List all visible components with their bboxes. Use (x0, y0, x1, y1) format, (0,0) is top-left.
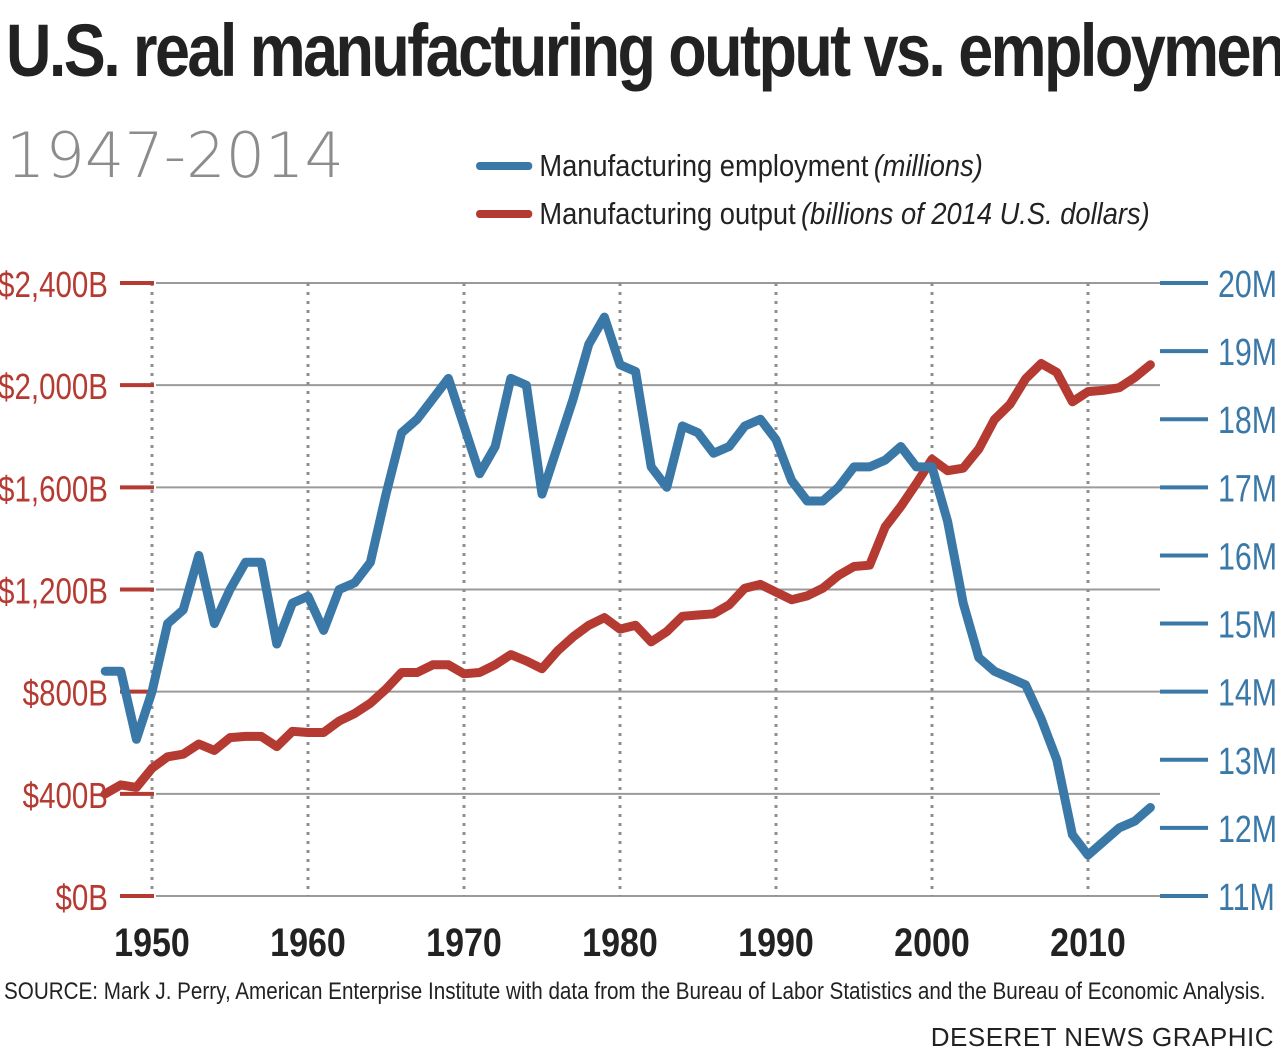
legend-item-employment: Manufacturing employment (millions) (476, 142, 1150, 190)
series-line-output (100, 359, 1155, 799)
legend-swatch-employment (476, 162, 533, 170)
left-axis-tick-label: $0B (55, 877, 108, 917)
right-axis-tick-label: 18M (1218, 400, 1277, 442)
left-axis-tick-label: $2,400B (0, 264, 108, 304)
right-axis-tick-label: 20M (1218, 264, 1277, 306)
series-line-employment (100, 312, 1155, 860)
right-axis-tick-label: 19M (1218, 332, 1277, 374)
left-axis-tick-label: $1,600B (0, 469, 108, 509)
legend: Manufacturing employment (millions) Manu… (476, 142, 1242, 238)
x-axis-tick-label: 1980 (582, 919, 658, 964)
x-axis-tick-label: 1990 (738, 919, 814, 964)
left-axis-tick-label: $1,200B (0, 571, 108, 611)
x-axis-tick-label: 2010 (1050, 919, 1126, 964)
legend-label-employment: Manufacturing employment (539, 148, 869, 183)
legend-unit-employment: (millions) (873, 148, 983, 183)
legend-item-output: Manufacturing output (billions of 2014 U… (476, 190, 1150, 238)
right-axis-tick-label: 17M (1218, 468, 1277, 510)
legend-swatch-output (476, 210, 533, 218)
legend-label-output: Manufacturing output (539, 196, 796, 231)
x-axis-tick-label: 1970 (426, 919, 502, 964)
graphic-credit: DESERET NEWS GRAPHIC (930, 1022, 1274, 1052)
left-axis-tick-label: $400B (23, 775, 108, 815)
right-axis-tick-label: 13M (1218, 741, 1277, 783)
chart-title: U.S. real manufacturing output vs. emplo… (6, 9, 1280, 92)
right-axis-tick-label: 12M (1218, 809, 1277, 851)
left-axis-tick-label: $800B (23, 673, 108, 713)
x-axis-tick-label: 2000 (894, 919, 970, 964)
legend-unit-output: (billions of 2014 U.S. dollars) (800, 196, 1150, 231)
x-axis-tick-label: 1960 (270, 919, 346, 964)
x-axis-tick-label: 1950 (114, 919, 190, 964)
right-axis-tick-label: 16M (1218, 536, 1277, 578)
right-axis-tick-label: 14M (1218, 673, 1277, 715)
right-axis-tick-label: 15M (1218, 604, 1277, 646)
left-axis-tick-label: $2,000B (0, 366, 108, 406)
right-axis-tick-label: 11M (1218, 877, 1275, 919)
chart-subtitle: 1947-2014 (6, 119, 344, 192)
source-note: SOURCE: Mark J. Perry, American Enterpri… (4, 978, 1266, 1005)
